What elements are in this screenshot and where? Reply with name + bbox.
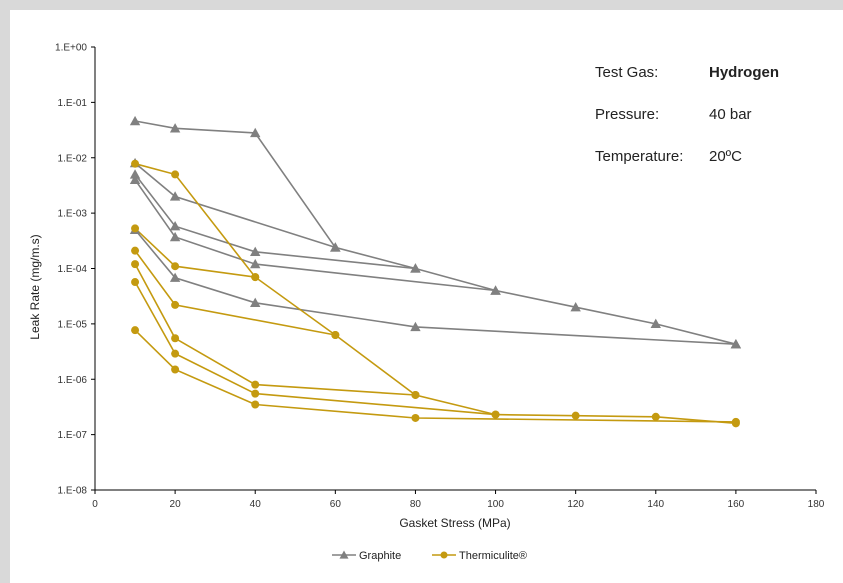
thermiculite-point [411,413,420,422]
graphite-point [330,242,341,252]
y-tick-label: 1.E-01 [58,98,88,109]
thermiculite-point [331,330,340,339]
legend-marker-graphite [339,550,349,559]
info-label-temperature: Temperature: [595,148,683,165]
chart-frame: 0 20 40 60 80 100 120 140 160 180 1.E+00 1.E-01 1.E-… [10,10,843,583]
y-axis-title: Leak Rate (mg/m.s) [28,234,42,339]
x-tick-label: 160 [728,499,745,510]
test-conditions-box: Test Gas: Hydrogen Pressure: 40 bar Temp… [595,64,779,165]
thermiculite-point [131,224,140,233]
info-value-temperature: 20ºC [709,148,742,165]
info-value-test-gas: Hydrogen [709,64,779,81]
legend-marker-thermiculite [440,551,448,559]
legend-label-thermiculite: Thermiculite® [459,550,527,562]
graphite-series-line [134,179,496,292]
x-tick-label: 20 [170,499,182,510]
thermiculite-point [571,411,580,420]
graphite-series-line [134,229,736,345]
x-tick-label: 80 [410,499,422,510]
graphite-point [410,321,421,332]
graphite-point [650,318,661,329]
graphite-point [250,297,261,307]
thermiculite-point [411,390,420,399]
y-tick-label: 1.E-07 [58,430,88,441]
y-tick-label: 1.E-08 [58,486,88,497]
graphite-point [129,169,141,179]
thermiculite-point [131,278,140,287]
graphite-point [250,127,261,138]
thermiculite-point [131,260,140,269]
x-axis-title: Gasket Stress (MPa) [399,516,510,530]
graphite-point [410,263,421,273]
thermiculite-series-line [134,263,416,396]
graphite-point [169,272,181,282]
x-tick-label: 180 [808,499,825,510]
legend-label-graphite: Graphite [359,550,401,562]
y-tick-label: 1.E-06 [58,375,88,386]
thermiculite-point [171,365,180,374]
thermiculite-series-line [134,281,496,416]
info-label-test-gas: Test Gas: [595,64,658,81]
graphite-point [129,174,141,184]
info-value-pressure: 40 bar [709,106,752,123]
graphite-point [169,123,181,133]
y-tick-label: 1.E-05 [58,319,88,330]
thermiculite-point [731,417,740,426]
graphite-point [730,338,742,349]
x-tick-label: 0 [92,499,98,510]
thermiculite-point [251,389,260,398]
graphite-point [490,285,501,295]
thermiculite-point [171,334,180,343]
thermiculite-point [491,410,500,419]
x-tick-label: 120 [567,499,584,510]
thermiculite-point [251,380,260,389]
y-tick-label: 1.E+00 [55,43,87,54]
y-tick-label: 1.E-03 [58,209,88,220]
thermiculite-point [651,412,660,421]
thermiculite-point [171,300,180,309]
graphite-point [570,302,581,312]
thermiculite-point [131,326,140,335]
series-layer [129,115,742,428]
legend: Graphite Thermiculite® [332,550,527,562]
thermiculite-point [171,170,180,179]
y-tick-label: 1.E-02 [58,153,88,164]
thermiculite-point [171,349,180,358]
thermiculite-series-line [134,250,336,336]
thermiculite-point [251,400,260,409]
x-tick-label: 140 [647,499,664,510]
graphite-point [250,258,261,269]
thermiculite-point [171,262,180,271]
thermiculite-point [251,273,260,282]
graphite-point [129,115,141,126]
thermiculite-point [131,246,140,255]
axes: 0 20 40 60 80 100 120 140 160 180 1.E+00 1.E-01 1.E-… [55,43,825,511]
x-tick-label: 40 [250,499,262,510]
leak-rate-chart: 0 20 40 60 80 100 120 140 160 180 1.E+00 1.E-01 1.E-… [28,43,825,563]
graphite-point [169,191,181,201]
x-tick-label: 60 [330,499,342,510]
graphite-point [169,221,181,231]
thermiculite-series-line [134,329,736,423]
graphite-point [250,246,261,256]
thermiculite-point [131,159,140,168]
graphite-series-line [134,173,416,270]
y-tick-label: 1.E-04 [58,264,88,275]
graphite-point [169,231,181,242]
info-label-pressure: Pressure: [595,106,659,123]
x-tick-label: 100 [487,499,504,510]
